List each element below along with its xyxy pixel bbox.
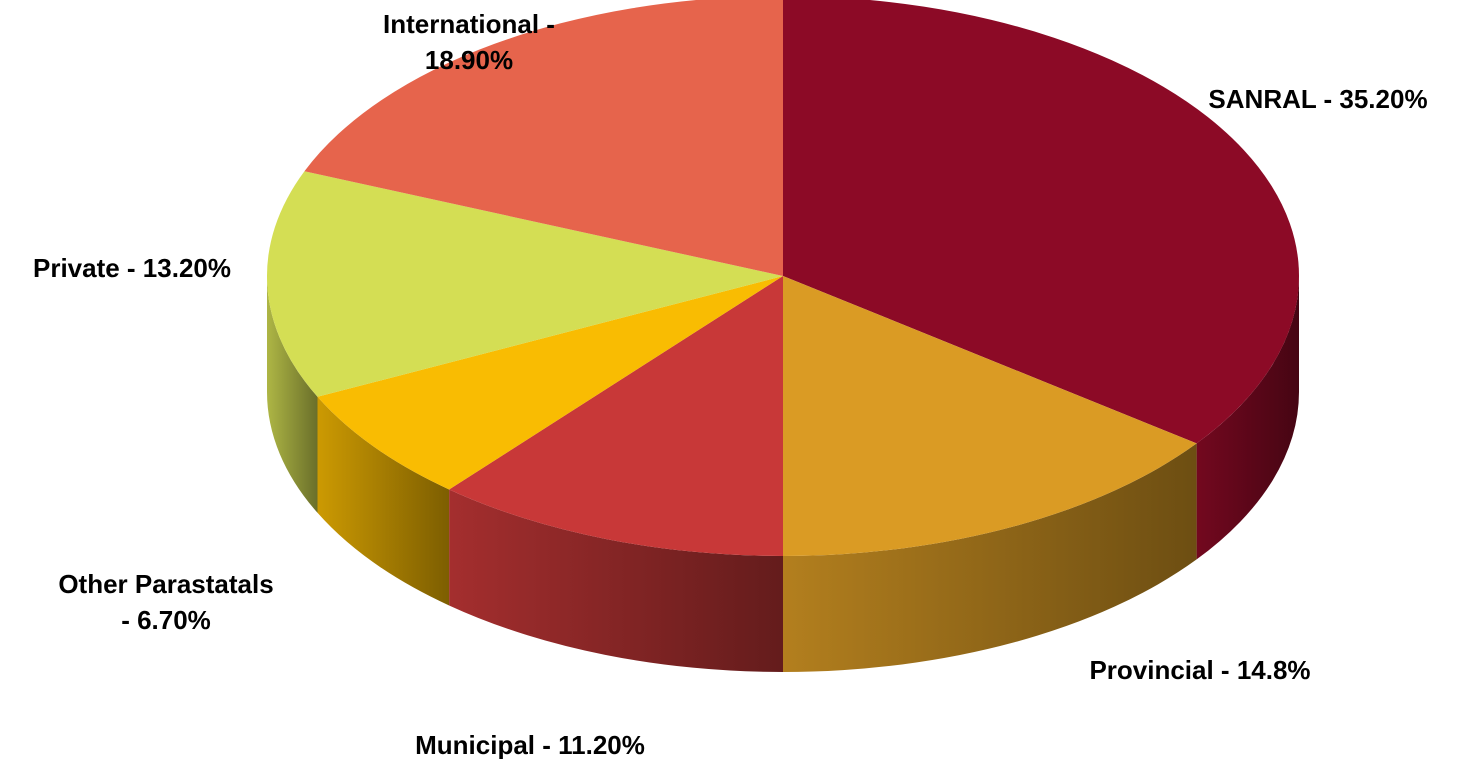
pie-sides <box>267 276 1299 672</box>
slice-label-other-parastatals: Other Parastatals - 6.70% <box>58 569 273 635</box>
slice-label-international: International - 18.90% <box>383 9 555 75</box>
slice-label-line: Provincial - 14.8% <box>1089 655 1310 685</box>
pie-tops <box>267 0 1299 556</box>
slice-other-parastatals <box>317 276 783 490</box>
slice-label-line: Municipal - 11.20% <box>415 730 645 759</box>
slice-label-line: 18.90% <box>425 45 513 75</box>
slice-sanral <box>783 0 1299 444</box>
slice-label-line: SANRAL - 35.20% <box>1208 84 1427 114</box>
pie-labels: SANRAL - 35.20% Provincial - 14.8% Municip… <box>33 9 1428 759</box>
slice-provincial <box>783 276 1197 556</box>
slice-label-provincial: Provincial - 14.8% <box>1089 655 1310 685</box>
slice-label-sanral: SANRAL - 35.20% <box>1208 84 1427 114</box>
slice-side-other-parastatals <box>317 396 450 606</box>
slice-side-provincial <box>783 443 1197 672</box>
slice-label-line: Other Parastatals <box>58 569 273 599</box>
slice-label-municipal: Municipal - 11.20% <box>415 730 645 759</box>
slice-municipal <box>449 276 783 556</box>
slice-side-private <box>267 276 318 513</box>
slice-side-sanral <box>1196 276 1299 560</box>
slice-international <box>304 0 783 276</box>
slice-label-line: Private - 13.20% <box>33 253 231 283</box>
slice-label-line: International - <box>383 9 555 39</box>
slice-private <box>267 171 783 397</box>
slice-label-line: - 6.70% <box>121 605 211 635</box>
slice-label-private: Private - 13.20% <box>33 253 231 283</box>
slice-side-municipal <box>449 489 783 672</box>
